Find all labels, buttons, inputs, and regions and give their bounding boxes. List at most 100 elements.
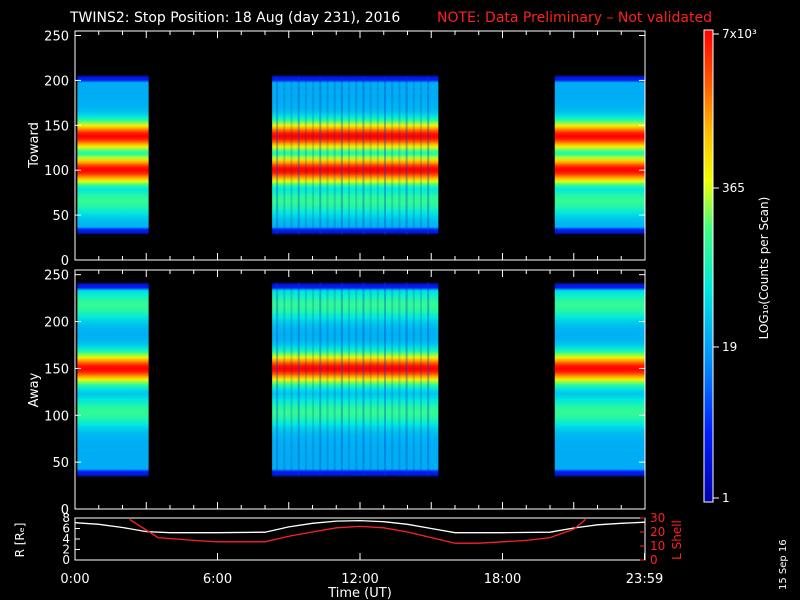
colorbar-ticks: 7x10³ 365 19 1	[713, 27, 757, 505]
colorbar-tick-label: 19	[722, 340, 737, 354]
heatmap-stripe	[405, 75, 408, 235]
y-tick-label: 150	[44, 362, 69, 377]
lshell-tick-label: 10	[650, 539, 665, 553]
r-tick-label: 4	[62, 532, 70, 546]
heatmap-stripe	[376, 282, 379, 477]
heatmap-stripe	[412, 282, 415, 477]
heatmap-stripe	[283, 282, 286, 477]
heatmap-block	[272, 271, 439, 508]
heatmap-stripe	[384, 282, 387, 477]
preliminary-note: NOTE: Data Preliminary – Not validated	[437, 10, 712, 26]
heatmap-block	[272, 32, 439, 259]
heatmap-stripe	[419, 75, 422, 235]
heatmap-stripe	[319, 75, 322, 235]
colorbar-tick-label: 1	[722, 491, 730, 505]
x-tick-label: 18:00	[484, 572, 521, 587]
y-tick-label: 250	[44, 29, 69, 44]
r-tick-label: 0	[62, 553, 70, 567]
heatmap-stripe	[348, 282, 351, 477]
heatmap-stripe	[348, 75, 351, 235]
heatmap-stripe	[326, 282, 329, 477]
heatmap-stripe	[398, 75, 401, 235]
y-tick-label: 100	[44, 409, 69, 424]
heatmap-stripe	[340, 282, 343, 477]
away-y-axis: 0 50 100 150 200 250	[44, 269, 645, 518]
lshell-tick-label: 30	[650, 511, 665, 525]
away-heatmap	[77, 271, 645, 508]
y-tick-label: 200	[44, 74, 69, 89]
heatmap-stripe	[304, 282, 307, 477]
date-stamp: 15 Sep 16	[778, 539, 789, 590]
y-tick-label: 50	[52, 456, 69, 471]
heatmap-stripe	[312, 282, 315, 477]
heatmap-stripe	[333, 75, 336, 235]
heatmap-stripe	[405, 282, 408, 477]
colorbar-tick-label: 7x10³	[722, 27, 757, 41]
y-tick-label: 200	[44, 316, 69, 331]
y-tick-label: 0	[61, 503, 69, 518]
r-tick-label: 6	[62, 522, 70, 536]
toward-y-axis: 0 50 100 150 200 250	[44, 29, 645, 269]
toward-ylabel: Toward	[27, 122, 42, 169]
heatmap-stripe	[312, 75, 315, 235]
heatmap-stripe	[304, 75, 307, 235]
heatmap-stripe	[290, 282, 293, 477]
heatmap-stripe	[369, 75, 372, 235]
heatmap-stripe	[333, 282, 336, 477]
orbit-lines	[74, 518, 646, 544]
time-axis: 0:00 6:00 12:00 18:00 23:59	[60, 553, 663, 587]
colorbar-tick-label: 365	[722, 181, 745, 195]
heatmap-stripe	[419, 282, 422, 477]
heatmap-stripe	[412, 75, 415, 235]
y-tick-label: 0	[61, 254, 69, 269]
r-distance-line	[74, 519, 646, 534]
away-ylabel: Away	[27, 372, 42, 407]
heatmap-stripe	[362, 282, 365, 477]
chart-title: TWINS2: Stop Position: 18 Aug (day 231),…	[69, 10, 400, 26]
heatmap-stripe	[326, 75, 329, 235]
heatmap-block	[77, 32, 149, 259]
colorbar	[703, 29, 714, 503]
lshell-line	[129, 518, 587, 544]
lshell-tick-label: 0	[650, 553, 658, 567]
heatmap-stripe	[398, 282, 401, 477]
heatmap-stripe	[319, 282, 322, 477]
lshell-tick-label: 20	[650, 525, 665, 539]
lshell-axis-label: L Shell	[670, 520, 684, 560]
x-tick-label: 23:59	[626, 572, 663, 587]
r-axis-label: R [Rₑ]	[13, 523, 27, 558]
heatmap-block	[77, 271, 149, 508]
y-tick-label: 100	[44, 164, 69, 179]
heatmap-stripe	[276, 282, 279, 477]
heatmap-stripe	[391, 282, 394, 477]
r-tick-label: 8	[62, 511, 70, 525]
heatmap-stripe	[362, 75, 365, 235]
toward-heatmap	[77, 32, 645, 259]
heatmap-stripe	[391, 75, 394, 235]
x-tick-label: 0:00	[60, 572, 89, 587]
colorbar-label: LOG₁₀(Counts per Scan)	[757, 197, 771, 340]
y-tick-label: 250	[44, 269, 69, 284]
heatmap-stripe	[427, 282, 430, 477]
heatmap-stripe	[427, 75, 430, 235]
heatmap-stripe	[355, 75, 358, 235]
heatmap-stripe	[340, 75, 343, 235]
heatmap-stripe	[276, 75, 279, 235]
y-tick-label: 50	[52, 209, 69, 224]
x-tick-label: 6:00	[203, 572, 232, 587]
heatmap-stripe	[355, 282, 358, 477]
heatmap-stripe	[384, 75, 387, 235]
heatmap-block	[554, 271, 645, 508]
heatmap-stripe	[369, 282, 372, 477]
x-tick-label: 12:00	[341, 572, 378, 587]
time-axis-label: Time (UT)	[327, 586, 392, 600]
heatmap-stripe	[290, 75, 293, 235]
heatmap-stripe	[297, 75, 300, 235]
y-tick-label: 150	[44, 119, 69, 134]
heatmap-stripe	[376, 75, 379, 235]
heatmap-stripe	[283, 75, 286, 235]
r-tick-label: 2	[62, 543, 70, 557]
heatmap-stripe	[297, 282, 300, 477]
